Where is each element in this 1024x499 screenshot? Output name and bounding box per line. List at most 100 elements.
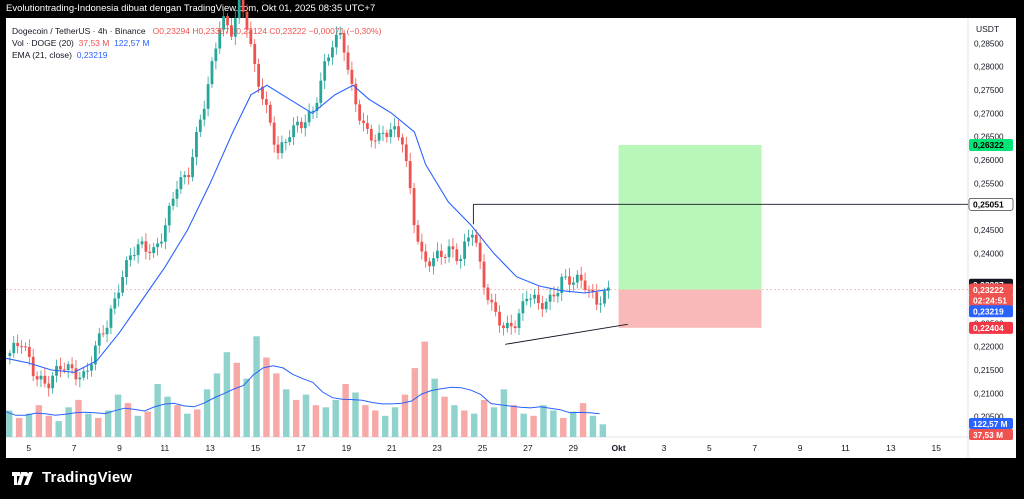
candle-body xyxy=(502,325,505,329)
volume-bar xyxy=(203,389,211,437)
candle-body xyxy=(416,225,420,242)
tradingview-wordmark: TradingView xyxy=(42,469,133,486)
volume-bar xyxy=(164,396,171,437)
volume-bar xyxy=(391,407,399,437)
candle-body xyxy=(556,292,560,297)
candle-body xyxy=(595,292,599,305)
candle-body xyxy=(606,287,610,291)
candle-body xyxy=(509,322,513,327)
x-tick-label: 15 xyxy=(251,443,261,453)
loss-zone xyxy=(618,289,762,328)
chart-grid xyxy=(6,18,969,458)
candle-body xyxy=(443,256,447,258)
volume-bar xyxy=(104,410,112,437)
volume-bar xyxy=(451,405,458,437)
candle-body xyxy=(424,251,428,262)
x-tick-label: 27 xyxy=(523,443,533,453)
candle-body xyxy=(366,123,369,129)
volume-bar xyxy=(579,403,587,437)
candle-body xyxy=(226,16,229,26)
volume-bar xyxy=(500,389,508,437)
candle-body xyxy=(435,250,439,259)
candle-body xyxy=(432,258,435,267)
volume-bar xyxy=(550,410,557,437)
volume-badge-label: 37,53 M xyxy=(973,430,1003,440)
candle-body xyxy=(74,368,78,380)
candle-body xyxy=(16,342,20,347)
candle-body xyxy=(338,33,342,35)
volume-bar xyxy=(560,417,567,437)
candle-body xyxy=(311,110,315,112)
candle-body xyxy=(389,129,393,138)
y-tick-label: 0,20500 xyxy=(974,413,1004,422)
candle-body xyxy=(128,255,132,261)
y-tick-label: 0,21500 xyxy=(974,366,1004,375)
volume-bar xyxy=(530,415,537,437)
legend-ohlc: O0,23294 H0,23357 L0,23124 C0,23222 −0,0… xyxy=(152,26,382,36)
tradingview-logo[interactable]: TradingView xyxy=(12,469,132,486)
tradingview-logo-icon xyxy=(12,471,33,485)
x-tick-label: 15 xyxy=(932,443,942,453)
candle-body xyxy=(148,251,152,254)
candle-body xyxy=(334,34,338,48)
candle-body xyxy=(381,132,385,134)
candle-body xyxy=(210,61,214,85)
candle-body xyxy=(303,122,307,129)
footer-bar xyxy=(0,462,1024,499)
volume-bar xyxy=(411,368,419,437)
candle-body xyxy=(292,125,295,138)
volume-bar xyxy=(490,407,498,437)
candle-body xyxy=(62,369,66,371)
price-badge xyxy=(969,283,1013,296)
x-tick-label: 5 xyxy=(26,443,31,453)
candle-body xyxy=(132,255,136,257)
candle-body xyxy=(214,48,218,62)
candle-body xyxy=(276,144,280,154)
volume-bar xyxy=(540,405,547,437)
volume-bar xyxy=(243,378,250,437)
candle-body xyxy=(296,121,299,126)
candle-body xyxy=(253,43,257,64)
volume-bar xyxy=(569,411,577,437)
candle-body xyxy=(478,242,482,262)
candle-body xyxy=(560,276,564,293)
legend-symbol-row: Dogecoin / TetherUS · 4h · Binance O0,23… xyxy=(12,25,381,37)
candle-body xyxy=(564,276,568,278)
caption-bar: Evolutiontrading-Indonesia dibuat dengan… xyxy=(0,0,1024,18)
price-badges: 0,263220,250510,233270,2322202:24:510,23… xyxy=(968,138,1014,440)
candle-body xyxy=(59,365,62,370)
x-tick-label: 3 xyxy=(662,443,667,453)
candle-body xyxy=(105,327,109,335)
time-axis: 5 7 9 11 13 15 17 19 21 23 25 27 29 Okt 3 5 7 9 11 13 15 xyxy=(26,443,941,453)
x-tick-label: 11 xyxy=(841,443,850,453)
candle-body xyxy=(575,274,579,283)
candle-body xyxy=(191,157,194,178)
candle-body xyxy=(533,294,536,299)
volume-bar xyxy=(233,362,240,437)
candle-body xyxy=(12,342,16,354)
volume-bar xyxy=(95,417,102,437)
candle-body xyxy=(35,376,39,380)
candle-body xyxy=(525,298,529,302)
x-tick-label: 7 xyxy=(72,443,77,453)
candle-body xyxy=(498,311,501,326)
candle-body xyxy=(572,282,575,285)
candle-body xyxy=(412,188,416,226)
price-badge xyxy=(969,294,1013,307)
candle-body xyxy=(447,246,451,258)
legend-vol-value: 37,53 M xyxy=(78,38,110,48)
price-axis: USDT0,285000,280000,275000,270000,265000… xyxy=(974,24,1004,422)
candle-body xyxy=(109,308,113,328)
candle-body xyxy=(369,128,373,141)
candle-body xyxy=(307,111,311,123)
price-badge-label: 0,22404 xyxy=(973,323,1004,333)
candle-body xyxy=(39,375,43,380)
chart-panel[interactable] xyxy=(6,18,1016,458)
candle-body xyxy=(82,371,86,378)
candle-body xyxy=(24,346,27,348)
ema-line xyxy=(5,84,608,373)
candles xyxy=(8,0,610,397)
candle-body xyxy=(156,243,159,248)
